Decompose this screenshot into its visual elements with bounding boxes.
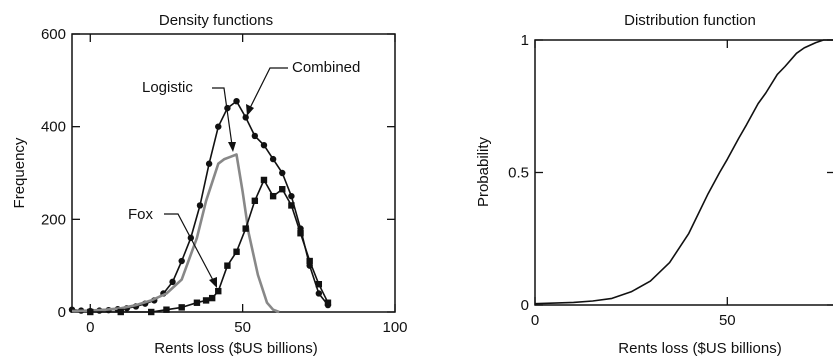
distribution-x-tick-label: 50 [719,312,736,329]
density-fox-point [163,306,170,313]
density-combined-point [251,132,259,140]
density-fox-point [315,281,323,288]
distribution-y-axis-label: Probability [475,136,492,207]
logistic-leader-line [212,87,233,146]
combined-annotation: Combined [246,59,360,116]
density-y-ticks: 0 200 400 600 [41,26,395,321]
combined-leader-line [249,67,288,109]
distribution-x-ticks: 0 50 [531,40,736,329]
density-plot-frame [71,33,396,313]
density-x-tick-label: 0 [86,319,94,336]
distribution-x-axis-label: Rents loss ($US billions) [618,340,781,357]
distribution-x-tick-label: 0 [531,312,539,329]
distribution-plot-frame [534,39,833,306]
density-combined-point [260,142,268,149]
density-fox-point [306,257,313,265]
density-x-tick-label: 50 [234,319,251,336]
density-combined-point [196,202,204,209]
density-x-ticks: 0 50 100 [86,34,408,336]
density-combined-point [279,169,286,177]
density-combined-point [178,257,185,265]
density-series [68,97,332,316]
logistic-label: Logistic [142,79,193,96]
combined-arrowhead [246,104,254,116]
density-chart: Density functions 0 200 400 600 0 50 100 Rent… [11,12,408,357]
distribution-series [534,39,833,305]
distribution-y-tick-label: 1 [521,32,529,49]
density-combined-point [288,192,295,200]
fox-annotation: Fox [128,206,217,288]
density-fox-point [242,225,249,232]
density-combined-point [205,160,213,167]
distribution-chart-title: Distribution function [624,12,756,29]
logistic-annotation: Logistic [142,79,236,152]
distribution-series-0-line [534,39,833,305]
distribution-y-tick-label: 0.5 [508,165,529,182]
density-y-tick-label: 400 [41,119,66,136]
fox-leader-line [164,213,215,283]
density-x-tick-label: 100 [382,319,407,336]
fox-arrowhead [209,277,217,288]
density-fox-point [279,186,286,193]
density-fox-point [178,304,185,311]
density-logistic-line [71,153,280,314]
density-x-axis-label: Rents loss ($US billions) [154,340,317,357]
density-fox-point [297,230,304,237]
density-fox-point [215,287,222,295]
density-fox-point [260,176,268,184]
density-y-axis-label: Frequency [11,137,28,208]
density-combined-point [215,123,222,130]
density-fox-point [251,197,259,204]
density-combined-point [269,155,277,163]
combined-label: Combined [292,59,360,76]
density-fox-point [233,248,240,255]
distribution-y-ticks: 00.51 [508,32,833,314]
density-combined-point [233,97,240,105]
fox-label: Fox [128,206,154,223]
density-fox-point [269,192,277,200]
distribution-y-tick-label: 0 [521,297,529,314]
distribution-chart: Distribution function 00.51 0 50 Rents lo… [475,12,833,357]
density-combined-point [242,114,249,121]
density-fox-point [87,308,94,316]
density-combined-point [169,278,176,286]
density-fox-point [117,308,124,316]
density-y-tick-label: 600 [41,26,66,43]
density-combined-point [315,290,323,297]
density-y-tick-label: 200 [41,211,66,228]
density-y-tick-label: 0 [58,304,66,321]
density-fox-point [148,308,155,316]
density-fox-point [208,294,216,302]
density-fox-point [288,202,295,209]
density-fox-point [324,299,332,306]
density-fox-point [202,297,210,304]
logistic-arrowhead [228,142,236,152]
density-fox-point [224,262,231,269]
density-chart-title: Density functions [159,12,273,29]
density-fox-point [193,299,201,306]
